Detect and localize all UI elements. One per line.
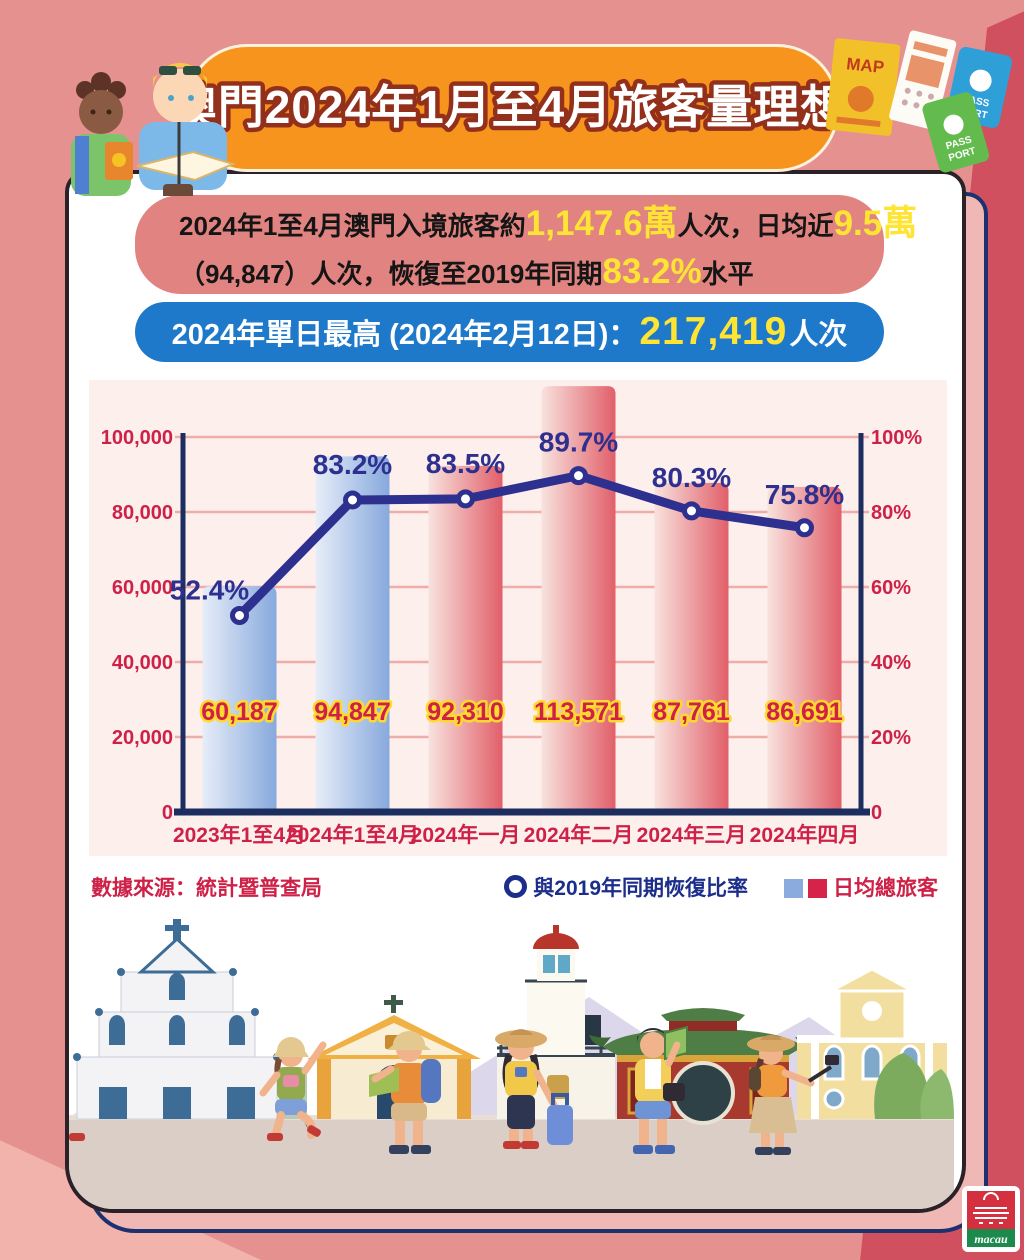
svg-text:52.4%: 52.4% (170, 575, 249, 606)
summary-text: （94,847）人次，恢復至2019年同期 (179, 259, 603, 289)
svg-text:60,187: 60,187 (201, 698, 277, 726)
logo-facade-icon (973, 1192, 1009, 1224)
svg-text:100%: 100% (871, 427, 922, 449)
legend-bar-item: 日均總旅客 (784, 872, 938, 902)
svg-text:113,571: 113,571 (534, 698, 623, 726)
svg-text:83.2%: 83.2% (313, 449, 392, 480)
tourists-illustration (71, 63, 236, 196)
st-pauls-ruins (73, 919, 281, 1120)
highlight-suffix: 人次 (789, 319, 848, 351)
svg-text:80%: 80% (871, 502, 911, 524)
tourist-map-boy (633, 1025, 688, 1154)
summary-text: 水平 (701, 259, 754, 289)
tourist-writer (136, 63, 236, 196)
summary-value-recovery: 83.2% (602, 252, 702, 291)
svg-text:100,000: 100,000 (101, 427, 173, 449)
page-title-text: 澳門2024年1月至4月旅客量理想 (188, 81, 830, 133)
logo-text: macau (974, 1232, 1008, 1246)
svg-text:20,000: 20,000 (112, 727, 173, 749)
svg-text:2024年1至4月: 2024年1至4月 (286, 823, 419, 847)
chart-footer: 數據來源：統計暨普查局 與2019年同期恢復比率 日均總旅客 (69, 868, 954, 902)
summary-text: 人次，日均近 (677, 211, 834, 241)
legend-line-label: 與2019年同期恢復比率 (533, 877, 748, 900)
svg-text:0: 0 (162, 802, 173, 824)
svg-text:80,000: 80,000 (112, 502, 173, 524)
svg-text:2024年四月: 2024年四月 (750, 823, 860, 847)
svg-text:2024年二月: 2024年二月 (524, 823, 634, 847)
highlight-value: 217,419 (639, 310, 788, 353)
svg-text:80.3%: 80.3% (652, 462, 731, 493)
legend-bar-label: 日均總旅客 (833, 877, 938, 900)
summary-line-1: 2024年1至4月澳門入境旅客約1,147.6萬人次，日均近9.5萬 (135, 201, 917, 249)
bushes (874, 1053, 954, 1119)
source-note: 數據來源：統計暨普查局 (91, 877, 322, 900)
legend-line-item: 與2019年同期恢復比率 (504, 872, 774, 902)
svg-text:86,691: 86,691 (766, 698, 843, 726)
summary-box: 2024年1至4月澳門入境旅客約1,147.6萬人次，日均近9.5萬 （94,8… (135, 195, 917, 297)
tourist-backpacker (369, 1031, 441, 1154)
map-icon: MAP (825, 38, 901, 136)
summary-value-total: 1,147.6萬 (525, 204, 678, 243)
svg-text:83.5%: 83.5% (426, 448, 505, 479)
bar-swatch-blue-icon (784, 879, 803, 898)
tourist-suitcase-woman (495, 1029, 573, 1149)
svg-text:94,847: 94,847 (314, 698, 390, 726)
tourist-with-passport (71, 72, 133, 196)
svg-text:60%: 60% (871, 577, 911, 599)
tourist-jumping-girl (69, 1037, 327, 1141)
summary-text: 2024年1至4月澳門入境旅客約 (179, 211, 526, 241)
svg-text:20%: 20% (871, 727, 911, 749)
line-marker-icon (504, 875, 528, 898)
svg-text:60,000: 60,000 (112, 577, 173, 599)
svg-text:2023年1至4月: 2023年1至4月 (173, 823, 306, 847)
svg-text:92,310: 92,310 (427, 698, 503, 726)
svg-text:40%: 40% (871, 652, 911, 674)
summary-value-daily: 9.5萬 (833, 204, 918, 243)
bar-swatch-red-icon (808, 879, 827, 898)
combo-chart: 100,000 80,000 60,000 40,000 20,000 0 100% 80% 6… (101, 386, 922, 847)
tourist-selfie-woman (747, 1034, 839, 1155)
chart-legend: 與2019年同期恢復比率 日均總旅客 (504, 872, 938, 902)
svg-text:2024年一月: 2024年一月 (411, 823, 521, 847)
summary-line-2: （94,847）人次，恢復至2019年同期83.2%水平 (135, 249, 884, 297)
svg-text:87,761: 87,761 (653, 698, 730, 726)
info-card: 2024年1至4月澳門入境旅客約1,147.6萬人次，日均近9.5萬 （94,8… (65, 170, 966, 1213)
svg-text:40,000: 40,000 (112, 652, 173, 674)
macau-logo: macau (962, 1186, 1020, 1252)
passport-green-icon: PASS PORT (922, 92, 990, 173)
cityscape-illustration (69, 919, 954, 1209)
title-banner: 澳門2024年1月至4月旅客量理想 (185, 44, 839, 172)
highlight-prefix: 2024年單日最高 (2024年2月12日)： (171, 319, 638, 351)
travel-items-illustration: MAP PASS PORT PASS PORT (825, 30, 1012, 173)
highlight-box: 2024年單日最高 (2024年2月12日)： 217,419 人次 (135, 302, 884, 362)
svg-text:89.7%: 89.7% (539, 427, 618, 458)
svg-text:MAP: MAP (846, 54, 886, 77)
svg-text:75.8%: 75.8% (765, 479, 844, 510)
chart-panel: 100,000 80,000 60,000 40,000 20,000 0 100% 80% 6… (89, 380, 947, 856)
page-title: 澳門2024年1月至4月旅客量理想 (188, 77, 830, 138)
svg-text:0: 0 (871, 802, 882, 824)
svg-text:2024年三月: 2024年三月 (637, 823, 747, 847)
